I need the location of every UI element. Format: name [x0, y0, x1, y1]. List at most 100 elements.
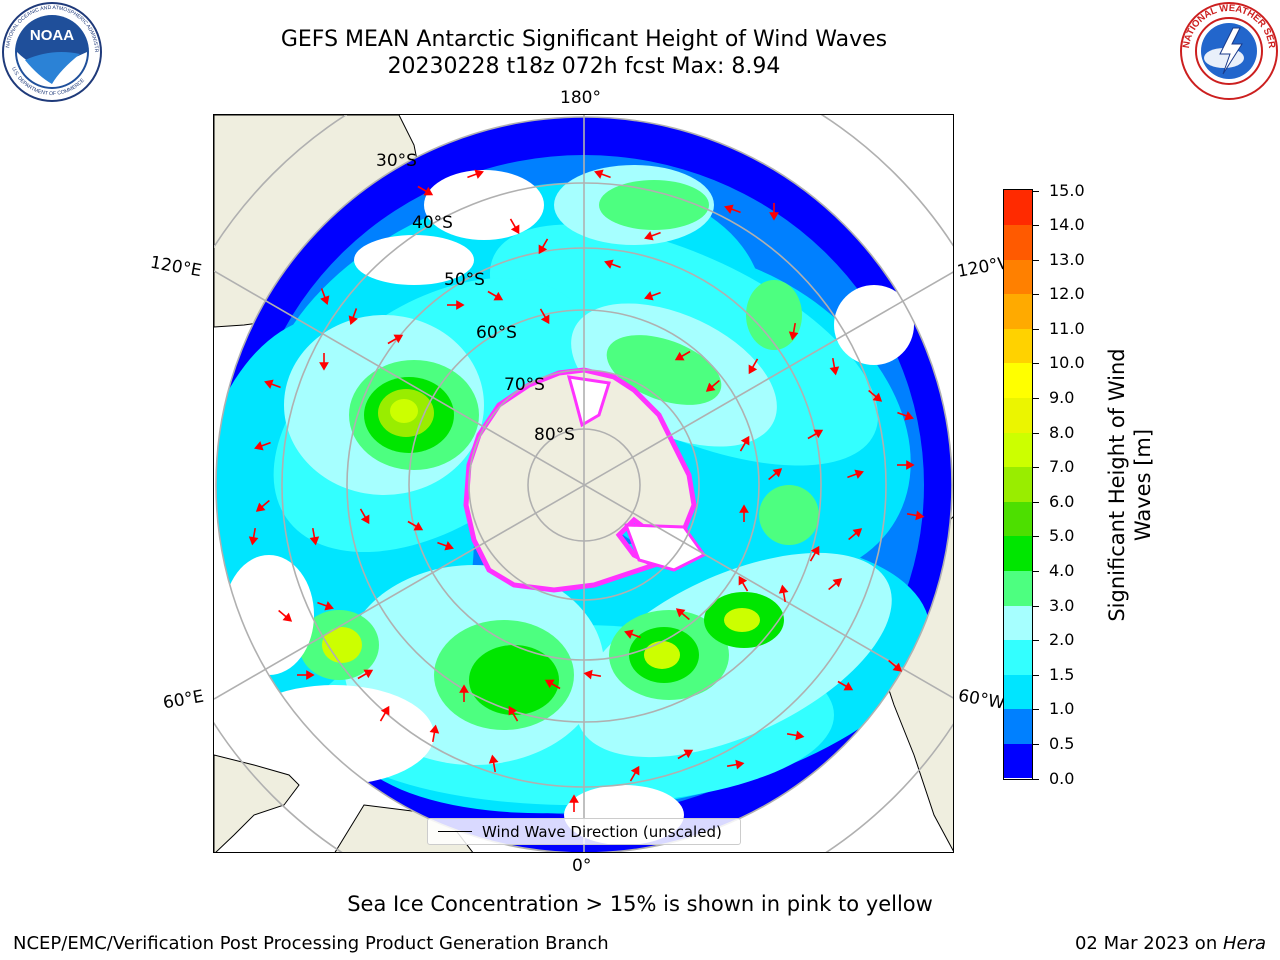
- colorbar-tick-mark: [1032, 640, 1039, 642]
- wave-arrow: [809, 545, 820, 562]
- wave-arrow: [509, 218, 520, 235]
- colorbar-tick-mark: [1032, 536, 1039, 538]
- colorbar-tick-label: 14.0: [1049, 215, 1085, 235]
- wave-arrow: [748, 358, 759, 375]
- wave-arrow: [786, 730, 805, 741]
- wave-arrow: [829, 357, 840, 376]
- wave-arrow: [739, 435, 750, 452]
- wave-arrow: [359, 508, 370, 525]
- colorbar-tick-mark: [1032, 294, 1039, 296]
- colorbar-tick-mark: [1032, 259, 1039, 261]
- lon-label-0: 0°: [572, 856, 592, 876]
- lat-label-40s: 40°S: [412, 213, 453, 233]
- colorbar-segment: [1004, 397, 1032, 433]
- colorbar-segment: [1004, 605, 1032, 641]
- map-frame: 30°S 40°S 50°S 60°S 70°S 80°S: [213, 114, 954, 853]
- polar-map: [214, 115, 953, 852]
- colorbar-tick-label: 15.0: [1049, 180, 1085, 200]
- colorbar-tick-mark: [1032, 190, 1039, 192]
- wave-arrow: [317, 601, 334, 611]
- wave-arrow: [594, 169, 611, 179]
- wave-arrow: [768, 468, 783, 481]
- colorbar-tick-mark: [1032, 398, 1039, 400]
- wave-arrow: [807, 429, 824, 440]
- legend-label: Wind Wave Direction (unscaled): [482, 822, 722, 841]
- colorbar-tick-label: 3.0: [1049, 595, 1075, 615]
- colorbar-tick-label: 4.0: [1049, 560, 1075, 580]
- wave-arrow: [319, 353, 329, 371]
- wave-arrow: [837, 680, 854, 691]
- lat-label-60s: 60°S: [476, 323, 517, 343]
- colorbar-tick-mark: [1032, 674, 1039, 676]
- wave-arrow: [538, 238, 549, 255]
- wave-arrow: [544, 679, 561, 690]
- wave-arrow: [604, 259, 621, 269]
- wave-arrow: [906, 510, 925, 521]
- wave-arrow: [868, 389, 883, 402]
- colorbar-segment: [1004, 535, 1032, 571]
- colorbar-tick-label: 8.0: [1049, 422, 1075, 442]
- wave-arrow: [278, 609, 293, 622]
- wave-arrow: [254, 441, 271, 451]
- lon-label-120e: 120°E: [148, 252, 204, 282]
- wave-arrow: [459, 684, 469, 702]
- colorbar-tick-label: 1.5: [1049, 664, 1075, 684]
- colorbar-tick-mark: [1032, 570, 1039, 572]
- footer-credit: NCEP/EMC/Verification Post Processing Pr…: [13, 933, 609, 954]
- colorbar-title-line1: Significant Height of Wind: [1105, 348, 1129, 622]
- chart-title: GEFS MEAN Antarctic Significant Height o…: [280, 27, 888, 52]
- colorbar-tick-label: 11.0: [1049, 318, 1085, 338]
- colorbar-tick-label: 13.0: [1049, 249, 1085, 269]
- wave-arrow: [467, 169, 484, 179]
- colorbar-tick-mark: [1032, 467, 1039, 469]
- colorbar-tick-mark: [1032, 743, 1039, 745]
- colorbar-tick-label: 0.5: [1049, 733, 1075, 753]
- wave-arrow: [769, 203, 779, 221]
- colorbar-tick-mark: [1032, 605, 1039, 607]
- colorbar-tick-mark: [1032, 709, 1039, 711]
- wave-arrow: [788, 322, 799, 341]
- wave-arrow: [724, 204, 741, 214]
- footer-date-text: 02 Mar 2023 on: [1074, 933, 1223, 954]
- wave-arrow: [677, 749, 694, 760]
- nws-logo: NATIONAL WEATHER SERVICE: [1178, 0, 1278, 100]
- wave-arrow: [447, 300, 465, 310]
- wave-arrow: [629, 765, 640, 782]
- wave-arrow: [739, 504, 749, 522]
- wave-arrow: [847, 469, 864, 479]
- wave-arrow: [539, 308, 550, 325]
- wave-arrow: [309, 527, 320, 546]
- colorbar-segment: [1004, 259, 1032, 295]
- colorbar-tick-mark: [1032, 778, 1039, 780]
- wave-arrow: [297, 670, 315, 680]
- wave-arrow: [248, 527, 259, 546]
- colorbar-segment: [1004, 328, 1032, 364]
- colorbar-segment: [1004, 466, 1032, 502]
- wave-arrow: [897, 460, 915, 470]
- lon-label-60e: 60°E: [161, 686, 206, 714]
- colorbar-segment: [1004, 362, 1032, 399]
- lat-label-50s: 50°S: [444, 270, 485, 290]
- wave-arrow: [644, 291, 661, 301]
- colorbar-segment: [1004, 432, 1032, 468]
- colorbar-tick-mark: [1032, 432, 1039, 434]
- colorbar-segment: [1004, 570, 1032, 606]
- colorbar-tick-label: 6.0: [1049, 491, 1075, 511]
- colorbar-segment: [1004, 674, 1032, 710]
- wave-direction-arrows: [248, 169, 925, 812]
- wave-arrow: [726, 759, 745, 770]
- footer-date: 02 Mar 2023 on Hera: [1075, 933, 1266, 954]
- colorbar-tick-mark: [1032, 225, 1039, 227]
- colorbar-tick-mark: [1032, 328, 1039, 330]
- wave-arrow: [888, 659, 903, 672]
- wave-arrow: [848, 528, 863, 541]
- wave-arrow: [569, 794, 579, 812]
- colorbar-segment: [1004, 293, 1032, 329]
- wave-arrow: [675, 608, 690, 621]
- colorbar-tick-label: 2.0: [1049, 630, 1075, 650]
- colorbar: [1003, 189, 1033, 780]
- lon-label-60w: 60°W: [956, 685, 1007, 714]
- wave-arrow: [348, 308, 358, 325]
- wave-arrow: [488, 754, 499, 773]
- noaa-logo: NOAA NATIONAL OCEANIC AND ATMOSPHERIC AD…: [0, 0, 102, 102]
